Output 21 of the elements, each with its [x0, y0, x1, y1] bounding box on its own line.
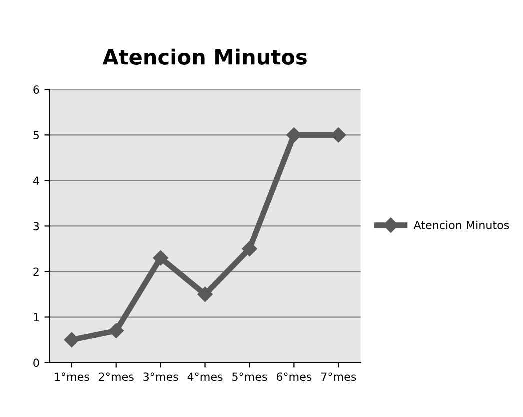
x-tick-label: 6°mes — [276, 372, 312, 382]
y-tick-label: 2 — [34, 268, 39, 276]
point — [108, 323, 124, 338]
legend-label: Atencion Minutos — [414, 220, 510, 230]
x-tick-label: 4°mes — [188, 372, 223, 382]
y-tick-label: 3 — [34, 222, 40, 231]
y-tick-label: 1 — [34, 313, 39, 322]
chart-title: Atencion Minutos — [102, 48, 307, 65]
x-tick-label: 7°mes — [322, 372, 356, 382]
x-tick-label: 3°mes — [144, 372, 178, 382]
y-tick-label: 5 — [34, 131, 39, 140]
point — [242, 241, 258, 257]
x-tick-label: 2°mes — [99, 372, 134, 382]
x-tick-label: 5°mes — [232, 372, 268, 382]
y-tick-label: 0 — [34, 358, 40, 368]
x-tick-label: 1°mes — [55, 372, 90, 382]
y-tick-label: 4 — [33, 176, 40, 185]
point — [64, 332, 80, 348]
point — [153, 250, 168, 266]
point — [198, 286, 213, 302]
y-tick-label: 6 — [34, 86, 40, 94]
